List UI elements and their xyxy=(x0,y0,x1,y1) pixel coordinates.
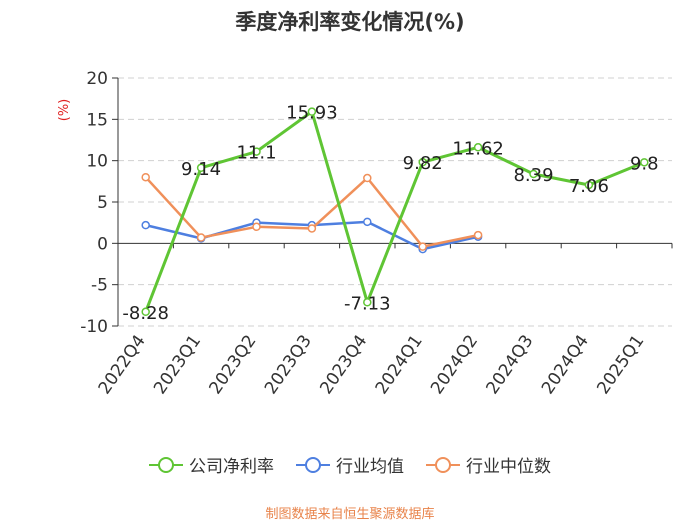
data-point xyxy=(252,147,261,156)
y-tick-label: 20 xyxy=(86,69,108,89)
data-label: 15.93 xyxy=(286,103,338,124)
data-label: 11.1 xyxy=(236,143,276,164)
legend-marker-icon xyxy=(296,456,330,473)
x-tick-label: 2023Q2 xyxy=(206,331,261,398)
data-point xyxy=(141,220,150,230)
legend-marker-icon xyxy=(426,456,460,473)
y-tick-label: 10 xyxy=(86,152,108,172)
x-tick-label: 2024Q4 xyxy=(538,331,593,398)
series-1 xyxy=(141,217,483,254)
data-label: 9.82 xyxy=(403,153,443,174)
legend-item[interactable]: 公司净利率 xyxy=(149,452,274,477)
x-tick-label: 2024Q2 xyxy=(427,331,482,398)
data-point xyxy=(418,242,427,251)
x-tick-label: 2024Q1 xyxy=(372,331,427,398)
x-tick-label: 2025Q1 xyxy=(593,331,648,398)
x-tick-label: 2023Q4 xyxy=(316,331,371,398)
data-point xyxy=(141,172,150,182)
data-label: 8.39 xyxy=(513,165,553,186)
data-point xyxy=(584,180,594,190)
data-point xyxy=(473,230,483,240)
series-0 xyxy=(141,107,649,317)
legend-marker-icon xyxy=(149,456,183,473)
y-tick-label: -5 xyxy=(91,276,108,296)
data-label: 7.06 xyxy=(569,176,609,197)
data-point xyxy=(196,233,206,242)
series-layer xyxy=(141,107,649,317)
data-point xyxy=(418,157,427,167)
data-point xyxy=(307,224,317,233)
data-point xyxy=(252,222,261,232)
y-tick-label: 0 xyxy=(97,234,108,254)
x-tick-label: 2023Q1 xyxy=(150,331,205,398)
legend: 公司净利率 行业均值 行业中位数 xyxy=(0,452,700,477)
data-point xyxy=(473,143,483,152)
data-point xyxy=(363,298,372,307)
data-point xyxy=(640,158,649,167)
x-tick-label: 2022Q4 xyxy=(95,331,150,398)
legend-label: 行业均值 xyxy=(336,457,404,477)
y-tick-label: 15 xyxy=(86,110,108,130)
data-label: -7.13 xyxy=(344,293,391,314)
data-label: 11.62 xyxy=(452,138,504,159)
y-tick-label: -10 xyxy=(80,317,108,337)
data-point xyxy=(196,163,206,173)
chart-title: 季度净利率变化情况(%) xyxy=(235,10,465,34)
data-label: 9.8 xyxy=(630,153,659,174)
data-point xyxy=(141,307,150,317)
legend-item[interactable]: 行业均值 xyxy=(296,452,404,477)
legend-item[interactable]: 行业中位数 xyxy=(426,452,551,477)
x-tick-label: 2024Q3 xyxy=(483,331,538,398)
data-label: -8.28 xyxy=(122,303,169,324)
x-tick-label: 2023Q3 xyxy=(261,331,316,398)
data-point xyxy=(307,107,317,116)
data-point xyxy=(363,217,372,227)
data-point xyxy=(529,169,538,179)
source-note: 制图数据来自恒生聚源数据库 xyxy=(265,507,435,522)
y-tick-label: 5 xyxy=(97,193,108,213)
series-2 xyxy=(141,172,483,251)
data-label: 9.14 xyxy=(181,159,221,180)
grid-lines xyxy=(118,77,672,327)
data-labels-layer: -8.28 9.14 11.1 15.93 -7.13 9.82 11.62 8.39 7.06… xyxy=(122,103,658,324)
data-point xyxy=(363,173,372,183)
y-axis-label: (%) xyxy=(57,99,72,122)
series-line xyxy=(144,110,645,313)
legend-label: 行业中位数 xyxy=(466,457,551,477)
legend-label: 公司净利率 xyxy=(189,457,274,477)
